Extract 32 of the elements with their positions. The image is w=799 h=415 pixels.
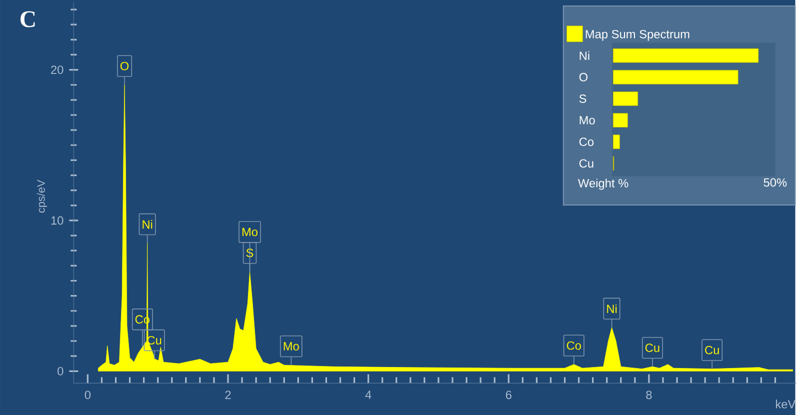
y-axis-title: cps/eV [36, 180, 48, 213]
x-tick-label: 0 [84, 390, 91, 400]
y-tick-label: 0 [58, 366, 64, 376]
y-tick-label: Co [579, 138, 594, 146]
x-tick-label: 4 [365, 390, 372, 399]
annotation: Co [566, 341, 581, 350]
annotation: Mo [284, 342, 299, 350]
bar [612, 113, 628, 128]
y-tick-label: 20 [51, 66, 64, 74]
annotation: Mo [242, 228, 258, 236]
annotation: O [120, 62, 129, 70]
y-tick-label: Mo [580, 116, 595, 124]
bar [612, 48, 759, 63]
text: C [20, 11, 35, 28]
annotation: Cu [645, 344, 660, 352]
y-tick-label: 10 [51, 216, 64, 225]
bar [612, 134, 620, 149]
y-tick-label: Cu [579, 159, 594, 168]
x-tick-label: 8 [646, 390, 652, 400]
x-tick-label: 6 [506, 390, 512, 400]
y-tick-label: Ni [580, 51, 590, 60]
annotation: Ni [142, 220, 152, 229]
annotation: Cu [705, 346, 719, 354]
legend-label: Map Sum Spectrum [586, 30, 690, 41]
bar [612, 92, 638, 106]
x-tick-label: 2 [225, 390, 231, 399]
y-tick-label: O [579, 72, 588, 82]
y-tick-label: S [579, 94, 586, 103]
x-axis-title: Weight % [578, 178, 628, 190]
bar [612, 70, 738, 84]
annotation: 50% [764, 178, 787, 187]
annotation: Ni [607, 304, 617, 313]
